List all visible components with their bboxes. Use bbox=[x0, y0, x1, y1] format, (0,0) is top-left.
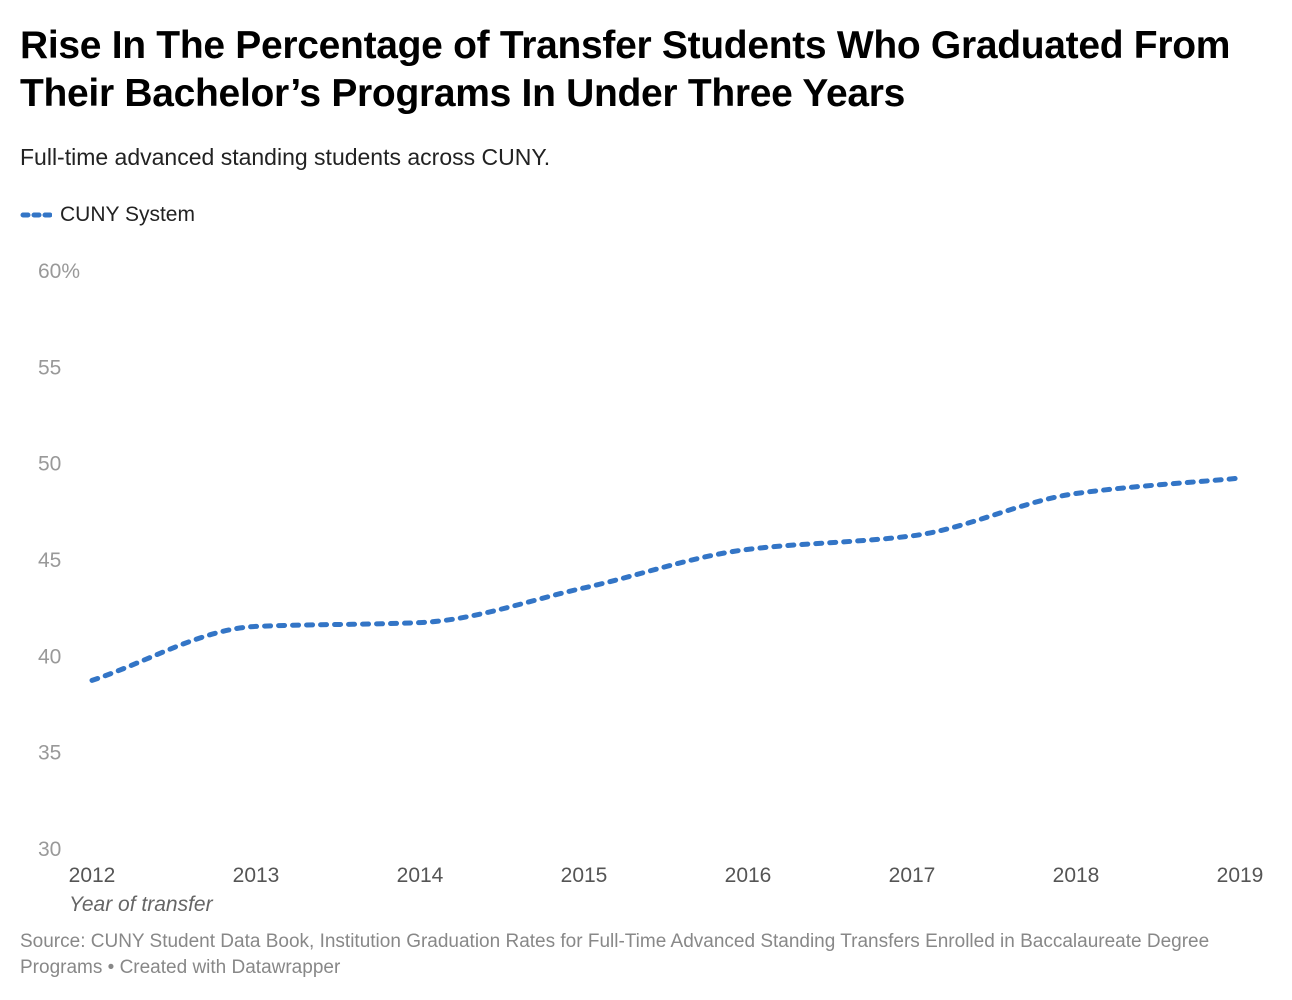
y-tick-label: 40 bbox=[38, 645, 61, 668]
x-tick-label: 2017 bbox=[889, 864, 936, 887]
legend: CUNY System bbox=[20, 203, 195, 227]
y-tick-label: 55 bbox=[38, 356, 61, 379]
y-tick-label: 30 bbox=[38, 838, 61, 861]
x-tick-label: 2015 bbox=[561, 864, 608, 887]
y-tick-label: 50 bbox=[38, 453, 61, 476]
legend-dotted-line-icon bbox=[20, 212, 52, 218]
series-line-cuny-system bbox=[89, 475, 1243, 683]
x-tick-label: 2013 bbox=[233, 864, 280, 887]
x-tick-label: 2012 bbox=[69, 864, 116, 887]
y-tick-label: 35 bbox=[38, 742, 61, 765]
x-tick-label: 2018 bbox=[1053, 864, 1100, 887]
source-note: Source: CUNY Student Data Book, Institut… bbox=[20, 931, 1210, 978]
y-tick-label: 60% bbox=[38, 260, 80, 283]
x-axis-label: Year of transfer bbox=[69, 893, 213, 916]
x-tick-label: 2019 bbox=[1217, 864, 1264, 887]
chart-title: Rise In The Percentage of Transfer Stude… bbox=[20, 24, 1231, 115]
y-tick-label: 45 bbox=[38, 549, 61, 572]
chart-subtitle: Full-time advanced standing students acr… bbox=[20, 144, 551, 170]
x-tick-label: 2016 bbox=[725, 864, 772, 887]
legend-label: CUNY System bbox=[60, 203, 195, 226]
x-tick-label: 2014 bbox=[397, 864, 444, 887]
